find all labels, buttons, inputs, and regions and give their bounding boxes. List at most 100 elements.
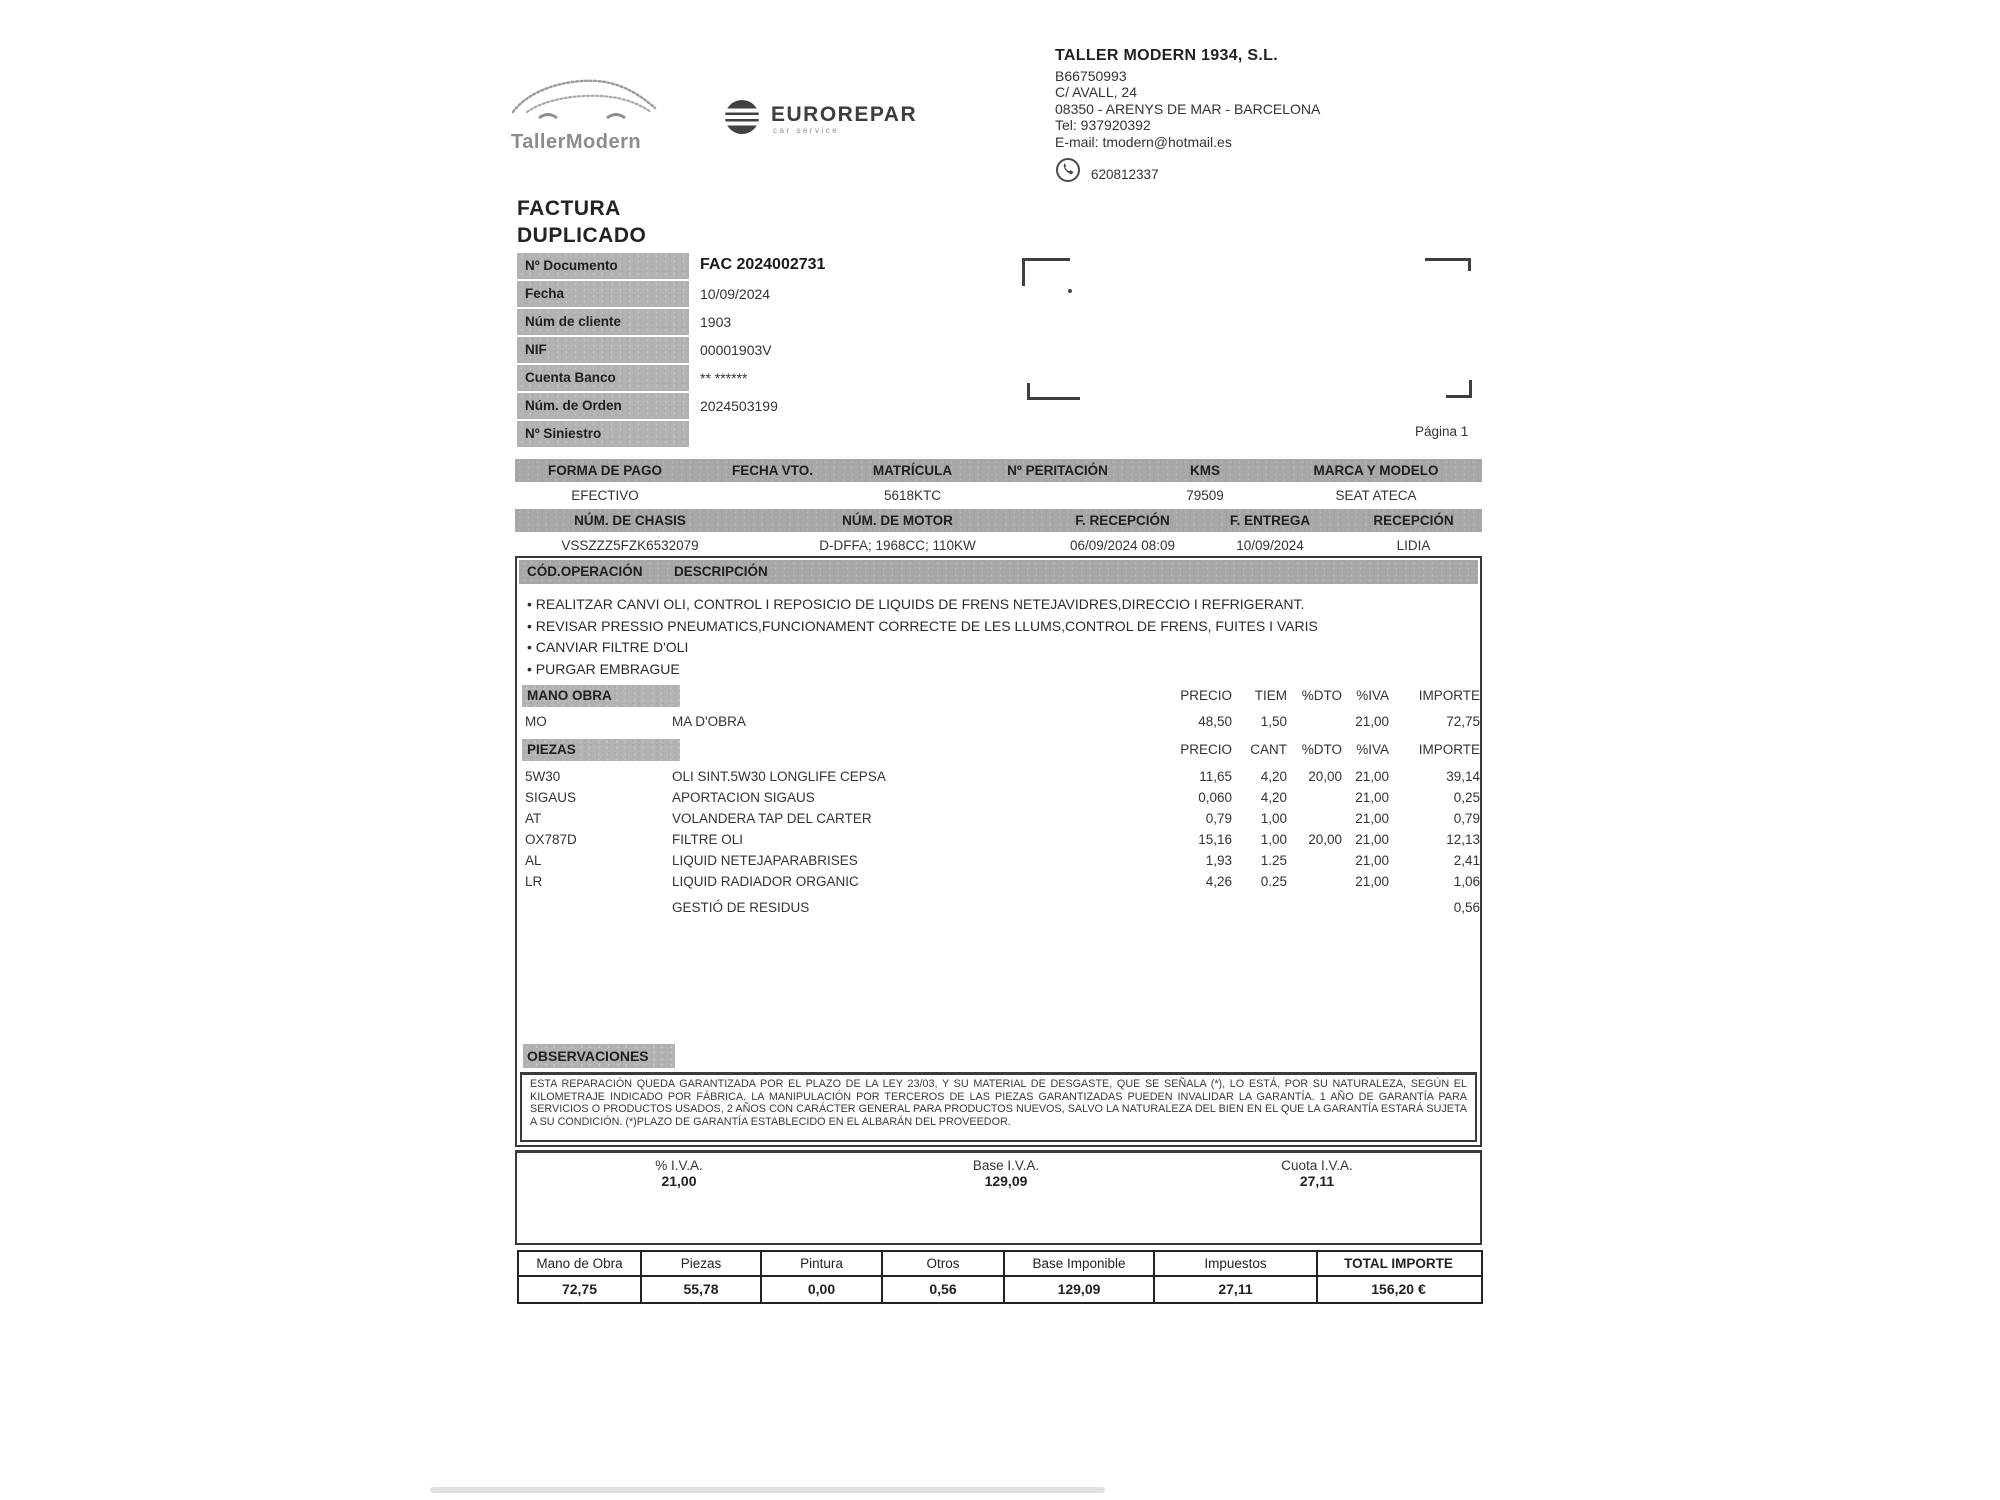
piezas-section-label: PIEZAS bbox=[522, 739, 680, 761]
item-importe: 0,79 bbox=[1453, 811, 1480, 826]
col-header: MARCA Y MODELO bbox=[1313, 463, 1439, 478]
vehicle-table1-header: FORMA DE PAGO FECHA VTO. MATRÍCULA Nº PE… bbox=[515, 459, 1482, 482]
col-header: %DTO bbox=[1301, 688, 1342, 703]
field-row-orden: Núm. de Orden 2024503199 bbox=[517, 393, 1017, 419]
field-value-documento: FAC 2024002731 bbox=[700, 256, 826, 273]
labor-header-line: MANO OBRA PRECIO TIEM %DTO %IVA IMPORTE bbox=[517, 688, 1480, 708]
iva-summary-box: % I.V.A. 21,00 Base I.V.A. 129,09 Cuota … bbox=[515, 1150, 1482, 1245]
vehicle-table2-values: VSSZZZ5FZK6532079 D-DFFA; 1968CC; 110KW … bbox=[515, 535, 1482, 555]
part-row: OX787D FILTRE OLI 15,16 1,00 20,00 21,00… bbox=[517, 832, 1480, 852]
fecha-vto-value bbox=[695, 485, 850, 505]
iva-pct-label: % I.V.A. bbox=[655, 1158, 703, 1173]
part-row-residuos: GESTIÓ DE RESIDUS 0,56 bbox=[517, 900, 1480, 920]
item-code: 5W30 bbox=[525, 769, 561, 784]
col-header: IMPORTE bbox=[1418, 688, 1480, 703]
item-precio: 0,060 bbox=[1198, 790, 1232, 805]
col-header: CANT bbox=[1250, 742, 1287, 757]
item-code: AT bbox=[525, 811, 542, 826]
corner-mark-bottom-right bbox=[1446, 380, 1472, 398]
item-precio: 15,16 bbox=[1198, 832, 1232, 847]
col-header: Base Imponible bbox=[1003, 1252, 1153, 1275]
iva-pct-col: % I.V.A. 21,00 bbox=[589, 1158, 769, 1189]
item-iva: 21,00 bbox=[1355, 714, 1389, 729]
globe-stripes-icon bbox=[725, 100, 759, 134]
totals-table: Mano de Obra Piezas Pintura Otros Base I… bbox=[517, 1250, 1483, 1304]
observaciones-label: OBSERVACIONES bbox=[523, 1044, 675, 1068]
col-header: FORMA DE PAGO bbox=[548, 463, 662, 478]
field-label: Núm de cliente bbox=[517, 309, 689, 335]
part-row: LR LIQUID RADIADOR ORGANIC 4,26 0.25 21,… bbox=[517, 874, 1480, 894]
forma-de-pago-value: EFECTIVO bbox=[571, 488, 639, 503]
item-dto: 20,00 bbox=[1308, 769, 1342, 784]
observaciones-text: ESTA REPARACIÓN QUEDA GARANTIZADA POR EL… bbox=[520, 1072, 1477, 1142]
item-code: MO bbox=[525, 714, 547, 729]
descripcion-header: DESCRIPCIÓN bbox=[674, 564, 768, 579]
total-importe-header: TOTAL IMPORTE bbox=[1316, 1252, 1479, 1275]
item-desc: MA D'OBRA bbox=[672, 714, 746, 729]
vehicle-table2-header: NÚM. DE CHASIS NÚM. DE MOTOR F. RECEPCIÓ… bbox=[515, 509, 1482, 532]
item-qty: 1.25 bbox=[1260, 853, 1287, 868]
item-importe: 1,06 bbox=[1453, 874, 1480, 889]
pintura-total: 0,00 bbox=[760, 1277, 881, 1302]
corner-mark-top-right bbox=[1425, 258, 1471, 271]
col-header: %IVA bbox=[1356, 742, 1389, 757]
item-code: SIGAUS bbox=[525, 790, 577, 805]
item-desc: LIQUID RADIADOR ORGANIC bbox=[672, 874, 859, 889]
item-qty: 4,20 bbox=[1260, 769, 1287, 784]
col-header: Nº PERITACIÓN bbox=[1007, 463, 1108, 478]
base-imponible-total: 129,09 bbox=[1003, 1277, 1153, 1302]
iva-base-col: Base I.V.A. 129,09 bbox=[916, 1158, 1096, 1189]
col-header: F. ENTREGA bbox=[1229, 513, 1311, 528]
corner-mark-bottom-left bbox=[1027, 383, 1080, 400]
field-label: Fecha bbox=[517, 281, 689, 307]
iva-cuota-col: Cuota I.V.A. 27,11 bbox=[1227, 1158, 1407, 1189]
eurorepar-logo: EUROREPAR car service bbox=[723, 98, 917, 136]
col-header: %IVA bbox=[1356, 688, 1389, 703]
total-importe-value: 156,20 € bbox=[1316, 1277, 1479, 1302]
page-number: Página 1 bbox=[1415, 424, 1469, 439]
iva-cuota-value: 27,11 bbox=[1299, 1173, 1335, 1189]
totals-header-row: Mano de Obra Piezas Pintura Otros Base I… bbox=[519, 1252, 1481, 1277]
item-iva: 21,00 bbox=[1355, 853, 1389, 868]
operation-line: PURGAR EMBRAGUE bbox=[527, 661, 1457, 677]
field-label: Cuenta Banco bbox=[517, 365, 689, 391]
field-value-cuenta: ** ****** bbox=[700, 370, 748, 386]
iva-base-value: 129,09 bbox=[984, 1173, 1028, 1189]
parts-header-line: PIEZAS PRECIO CANT %DTO %IVA IMPORTE bbox=[517, 742, 1480, 762]
impuestos-total: 27,11 bbox=[1153, 1277, 1316, 1302]
whatsapp-icon bbox=[1056, 158, 1080, 183]
piezas-total: 55,78 bbox=[640, 1277, 760, 1302]
col-header: Pintura bbox=[760, 1252, 881, 1275]
company-name: TALLER MODERN 1934, S.L. bbox=[1055, 47, 1278, 64]
item-precio: 11,65 bbox=[1199, 769, 1232, 784]
company-city: 08350 - ARENYS DE MAR - BARCELONA bbox=[1055, 100, 1321, 117]
company-address: C/ AVALL, 24 bbox=[1055, 84, 1137, 100]
item-qty: 1,50 bbox=[1260, 714, 1287, 729]
item-desc: VOLANDERA TAP DEL CARTER bbox=[672, 811, 872, 826]
field-label: Nº Siniestro bbox=[517, 421, 689, 447]
item-precio: 1,93 bbox=[1205, 853, 1232, 868]
chasis-value: VSSZZZ5FZK6532079 bbox=[561, 538, 699, 553]
col-header: PRECIO bbox=[1180, 688, 1232, 703]
item-importe: 0,25 bbox=[1453, 790, 1480, 805]
part-row: 5W30 OLI SINT.5W30 LONGLIFE CEPSA 11,65 … bbox=[517, 769, 1480, 789]
operation-line: REALITZAR CANVI OLI, CONTROL I REPOSICIO… bbox=[527, 596, 1457, 612]
iva-pct-value: 21,00 bbox=[661, 1173, 697, 1189]
item-importe: 0,56 bbox=[1453, 900, 1480, 915]
field-value-orden: 2024503199 bbox=[700, 398, 778, 414]
item-desc: GESTIÓ DE RESIDUS bbox=[672, 900, 810, 915]
otros-total: 0,56 bbox=[881, 1277, 1003, 1302]
col-header: Impuestos bbox=[1153, 1252, 1316, 1275]
eurorepar-logo-subtext: car service bbox=[773, 126, 840, 135]
field-value-fecha: 10/09/2024 bbox=[700, 286, 771, 302]
item-qty: 1,00 bbox=[1260, 811, 1287, 826]
col-header: FECHA VTO. bbox=[731, 463, 813, 478]
item-qty: 4,20 bbox=[1260, 790, 1287, 805]
field-label: NIF bbox=[517, 337, 689, 363]
item-importe: 72,75 bbox=[1446, 714, 1480, 729]
field-row-cuenta: Cuenta Banco ** ****** bbox=[517, 365, 1017, 391]
field-row-documento: Nº Documento FAC 2024002731 bbox=[517, 253, 1017, 279]
labor-row: MO MA D'OBRA 48,50 1,50 21,00 72,75 bbox=[517, 714, 1480, 734]
item-qty: 1,00 bbox=[1260, 832, 1287, 847]
